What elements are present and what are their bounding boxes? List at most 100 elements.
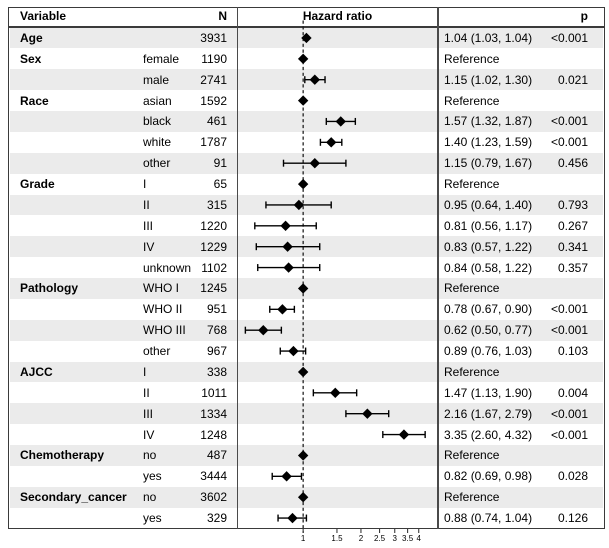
table-row: WHO II 951 0.78 (0.67, 0.90) <0.001	[10, 299, 604, 320]
table-header: Variable N Hazard ratio p	[0, 7, 609, 26]
header-p: p	[580, 9, 588, 23]
table-row: yes 3444 0.82 (0.69, 0.98) 0.028	[10, 466, 604, 487]
row-level: black	[143, 114, 172, 129]
row-n: 1102	[201, 260, 227, 275]
row-n: 315	[206, 197, 227, 212]
table-row: black 461 1.57 (1.32, 1.87) <0.001	[9, 111, 603, 132]
row-estimate: 0.82 (0.69, 0.98)	[444, 469, 533, 484]
row-level: III	[143, 406, 154, 421]
row-estimate: 1.15 (0.79, 1.67)	[444, 156, 533, 171]
table-row: Sex female 1190 Reference	[10, 48, 604, 69]
row-n: 768	[206, 323, 227, 338]
row-n: 461	[206, 114, 227, 129]
row-level: female	[143, 51, 180, 66]
row-p-value: 0.126	[557, 511, 588, 526]
table-row: WHO III 768 0.62 (0.50, 0.77) <0.001	[9, 319, 603, 341]
row-level: I	[143, 177, 147, 192]
row-level: WHO III	[143, 323, 186, 338]
row-estimate: 0.89 (0.76, 1.03)	[444, 344, 533, 359]
row-n: 1787	[200, 135, 227, 150]
row-estimate: 3.35 (2.60, 4.32)	[444, 427, 533, 442]
row-n: 1190	[201, 51, 227, 66]
row-estimate: 1.47 (1.13, 1.90)	[444, 385, 533, 400]
row-variable: AJCC	[20, 364, 53, 379]
header-hazard-ratio: Hazard ratio	[302, 9, 373, 23]
table-row: yes 329 0.88 (0.74, 1.04) 0.126	[10, 508, 604, 529]
header-divider	[8, 25, 605, 28]
row-level: asian	[143, 93, 172, 108]
row-estimate: 1.15 (1.02, 1.30)	[444, 72, 533, 87]
row-p-value: <0.001	[550, 135, 588, 150]
row-n: 1229	[200, 239, 227, 254]
row-estimate: 0.62 (0.50, 0.77)	[444, 323, 533, 338]
row-n: 1248	[200, 427, 227, 442]
row-n: 3444	[200, 469, 227, 484]
row-estimate: Reference	[444, 93, 500, 108]
row-variable: Sex	[20, 51, 42, 66]
row-p-value: 0.793	[557, 197, 588, 212]
table-outline	[8, 7, 605, 529]
column-divider-right	[437, 7, 439, 529]
row-estimate: 0.88 (0.74, 1.04)	[444, 511, 533, 526]
row-estimate: Reference	[444, 177, 500, 192]
row-p-value: 0.456	[557, 156, 588, 171]
row-p-value: <0.001	[550, 406, 588, 421]
row-p-value: <0.001	[550, 323, 588, 338]
row-p-value: 0.357	[557, 260, 588, 275]
row-level: other	[143, 156, 171, 171]
row-estimate: 0.81 (0.56, 1.17)	[444, 218, 533, 233]
row-n: 91	[213, 156, 227, 171]
table-row: II 1011 1.47 (1.13, 1.90) 0.004	[10, 382, 604, 403]
header-n: N	[218, 9, 227, 23]
table-row: III 1220 0.81 (0.56, 1.17) 0.267	[10, 215, 604, 236]
row-level: other	[143, 344, 171, 359]
row-estimate: 0.83 (0.57, 1.22)	[444, 239, 533, 254]
table-row: Grade I 65 Reference	[10, 174, 604, 195]
column-divider-left	[236, 7, 238, 529]
row-level: unknown	[143, 260, 192, 275]
row-estimate: 0.95 (0.64, 1.40)	[444, 197, 533, 212]
row-level: no	[143, 490, 157, 505]
row-p-value: <0.001	[550, 30, 588, 45]
row-level: I	[143, 364, 147, 379]
row-n: 3931	[200, 30, 227, 45]
row-level: II	[143, 197, 150, 212]
row-n: 2741	[200, 72, 227, 87]
row-level: white	[143, 135, 172, 150]
row-n: 1334	[200, 406, 227, 421]
table-row: Race asian 1592 Reference	[10, 90, 604, 111]
row-estimate: Reference	[444, 448, 500, 463]
row-n: 1220	[200, 218, 227, 233]
row-n: 1011	[201, 385, 227, 400]
row-n: 338	[206, 364, 227, 379]
row-variable: Race	[20, 93, 49, 108]
row-p-value: 0.103	[557, 344, 588, 359]
row-level: II	[143, 385, 150, 400]
row-n: 329	[206, 511, 227, 526]
row-n: 487	[206, 448, 227, 463]
row-p-value: 0.004	[557, 385, 588, 400]
row-p-value: <0.001	[550, 427, 588, 442]
row-p-value: 0.341	[557, 239, 588, 254]
header-variable: Variable	[20, 9, 67, 23]
row-estimate: 2.16 (1.67, 2.79)	[444, 406, 533, 421]
row-level: III	[143, 218, 154, 233]
row-n: 65	[213, 177, 227, 192]
table-row: white 1787 1.40 (1.23, 1.59) <0.001	[10, 132, 604, 153]
row-n: 1592	[200, 93, 227, 108]
row-variable: Secondary_cancer	[20, 490, 127, 505]
row-estimate: 1.04 (1.03, 1.04)	[444, 30, 533, 45]
table-row: IV 1248 3.35 (2.60, 4.32) <0.001	[10, 424, 604, 445]
row-estimate: Reference	[444, 281, 500, 296]
row-estimate: 1.40 (1.23, 1.59)	[444, 135, 533, 150]
row-variable: Pathology	[20, 281, 79, 296]
row-estimate: 1.57 (1.32, 1.87)	[444, 114, 533, 129]
row-p-value: 0.267	[557, 218, 588, 233]
row-estimate: Reference	[444, 490, 500, 505]
row-n: 967	[206, 344, 227, 359]
row-estimate: 0.84 (0.58, 1.22)	[444, 260, 533, 275]
row-p-value: 0.028	[557, 469, 588, 484]
row-variable: Grade	[20, 177, 55, 192]
row-n: 1245	[200, 281, 227, 296]
